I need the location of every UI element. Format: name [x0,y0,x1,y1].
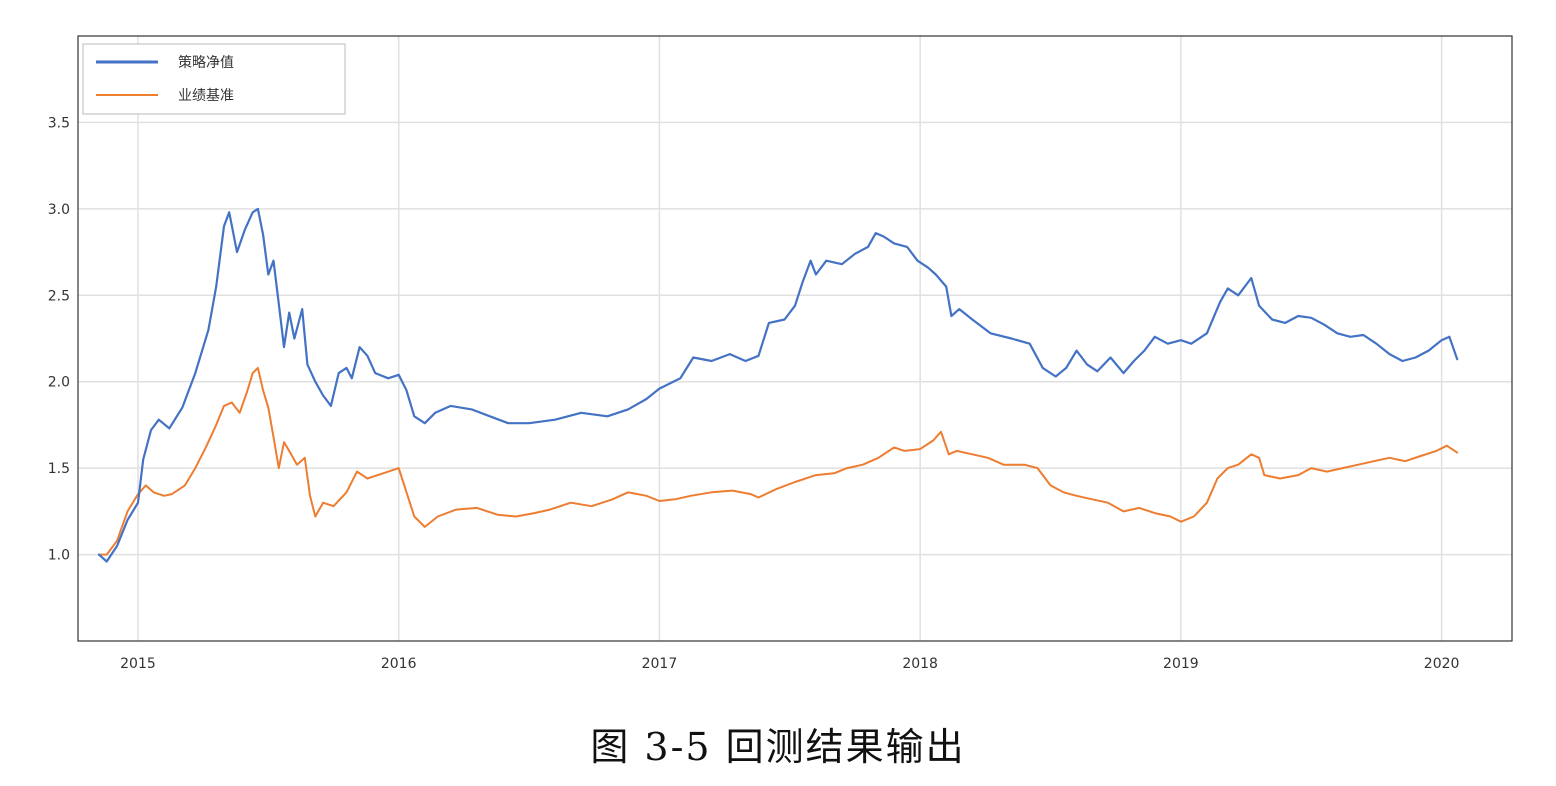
legend-label-benchmark: 业绩基准 [178,87,234,104]
x-tick-label: 2015 [120,656,156,672]
figure-caption: 图 3-5 回测结果输出 [590,725,966,769]
benchmark-line [97,366,1459,556]
y-tick-label: 2.5 [48,288,70,304]
x-axis-ticks: 2015 2016 2017 2018 2019 2020 [120,656,1459,672]
y-tick-label: 2.0 [48,375,70,391]
y-tick-label: 1.0 [48,548,70,564]
legend-label-strategy: 策略净值 [178,54,234,71]
x-tick-label: 2016 [381,656,417,672]
x-tick-label: 2018 [902,656,938,672]
legend-box [82,43,346,115]
x-tick-label: 2020 [1424,656,1460,672]
series-lines [97,207,1459,563]
legend: 策略净值 业绩基准 [82,43,346,115]
grid-lines [78,36,1512,641]
plot-frame [77,35,1513,642]
x-tick-label: 2019 [1163,656,1199,672]
y-tick-label: 3.5 [48,115,70,131]
y-tick-label: 1.5 [48,461,70,477]
strategy-nav-line [97,207,1459,563]
x-tick-label: 2017 [642,656,678,672]
y-tick-label: 3.0 [48,202,70,218]
y-axis-ticks: 1.0 1.5 2.0 2.5 3.0 3.5 [48,115,70,563]
